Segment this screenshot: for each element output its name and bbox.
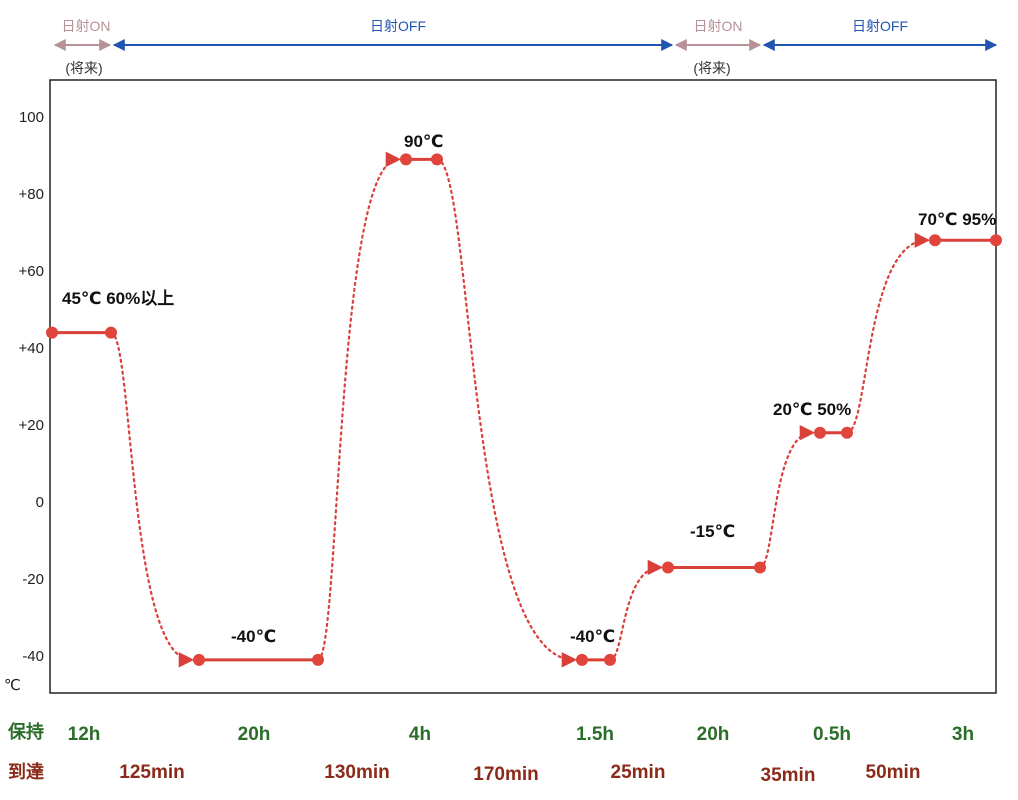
ramp-segment — [109, 331, 195, 668]
hold-end-point — [312, 653, 324, 666]
hold-duration-labels: 12h 20h 4h 1.5h 20h 0.5h 3h — [68, 724, 974, 745]
hold-duration-label: 20h — [238, 724, 271, 745]
hold-end-point — [990, 234, 1002, 247]
phase-sublabel: (将来) — [65, 60, 102, 76]
hold-end-point — [841, 426, 853, 439]
hold-start-point — [46, 326, 58, 339]
temp-annotation: -40℃ — [570, 627, 615, 646]
hold-start-point — [400, 153, 412, 166]
phase-bar: 日射ON (将来) 日射OFF 日射ON (将来) 日射OFF — [53, 18, 998, 76]
phase-sublabel: (将来) — [693, 60, 730, 76]
ramp-segment — [608, 559, 664, 661]
ramp-duration-label: 50min — [866, 762, 921, 783]
hold-start-point — [576, 653, 588, 666]
ramp-segment — [435, 158, 578, 668]
plot-frame — [49, 79, 997, 694]
temp-annotation: 70℃ 95% — [918, 210, 996, 229]
ramp-duration-label: 170min — [473, 764, 538, 785]
hold-duration-label: 20h — [697, 724, 730, 745]
hold-points — [46, 153, 1002, 666]
hold-duration-label: 3h — [952, 724, 974, 745]
hold-start-point — [814, 426, 826, 439]
hold-duration-label: 12h — [68, 724, 101, 745]
y-tick-label: +80 — [19, 186, 44, 203]
hold-start-point — [929, 234, 941, 247]
temp-annotation: 45℃ 60%以上 — [62, 289, 174, 308]
y-tick-label: +60 — [19, 263, 44, 280]
ramp-duration-label: 130min — [324, 762, 389, 783]
hold-start-point — [193, 653, 205, 666]
temp-annotation: 90℃ — [404, 132, 444, 151]
ramp-duration-label: 35min — [761, 765, 816, 786]
hold-end-point — [431, 153, 443, 166]
y-tick-label: -20 — [22, 571, 44, 588]
y-unit-label: ℃ — [4, 677, 21, 694]
ramp-duration-label: 25min — [611, 762, 666, 783]
phase-label: 日射ON — [62, 18, 111, 34]
y-tick-label: -40 — [22, 648, 44, 665]
phase-label: 日射OFF — [370, 18, 426, 34]
y-tick-label: 0 — [36, 494, 44, 511]
phase-label: 日射ON — [694, 18, 743, 34]
phase-label: 日射OFF — [852, 18, 908, 34]
y-tick-label: +40 — [19, 340, 44, 357]
ramp-segment — [316, 151, 402, 661]
temp-annotation: -40℃ — [231, 627, 276, 646]
hold-end-point — [604, 653, 616, 666]
hold-end-point — [105, 326, 117, 339]
hold-duration-label: 1.5h — [576, 724, 614, 745]
hold-start-point — [662, 561, 674, 574]
temp-annotation: -15℃ — [690, 522, 735, 541]
ramp-duration-labels: 125min 130min 170min 25min 35min 50min — [119, 762, 920, 786]
ramp-duration-label: 125min — [119, 762, 184, 783]
ramp-row-title: 到達 — [8, 762, 44, 782]
annotations: 45℃ 60%以上 -40℃ 90℃ -40℃ -15℃ 20℃ 50% 70℃ 95% — [62, 132, 996, 646]
temperature-profile — [52, 151, 996, 668]
temp-annotation: 20℃ 50% — [773, 400, 851, 419]
ramp-segment — [758, 425, 816, 569]
hold-end-point — [754, 561, 766, 574]
y-axis-ticks: 100 +80 +60 +40 +20 0 -20 -40 — [19, 109, 44, 665]
hold-duration-label: 0.5h — [813, 724, 851, 745]
hold-row-title: 保持 — [7, 721, 44, 742]
hold-duration-label: 4h — [409, 724, 431, 745]
y-tick-label: +20 — [19, 417, 44, 434]
y-tick-label: 100 — [19, 109, 44, 126]
ramp-segment — [845, 232, 931, 434]
